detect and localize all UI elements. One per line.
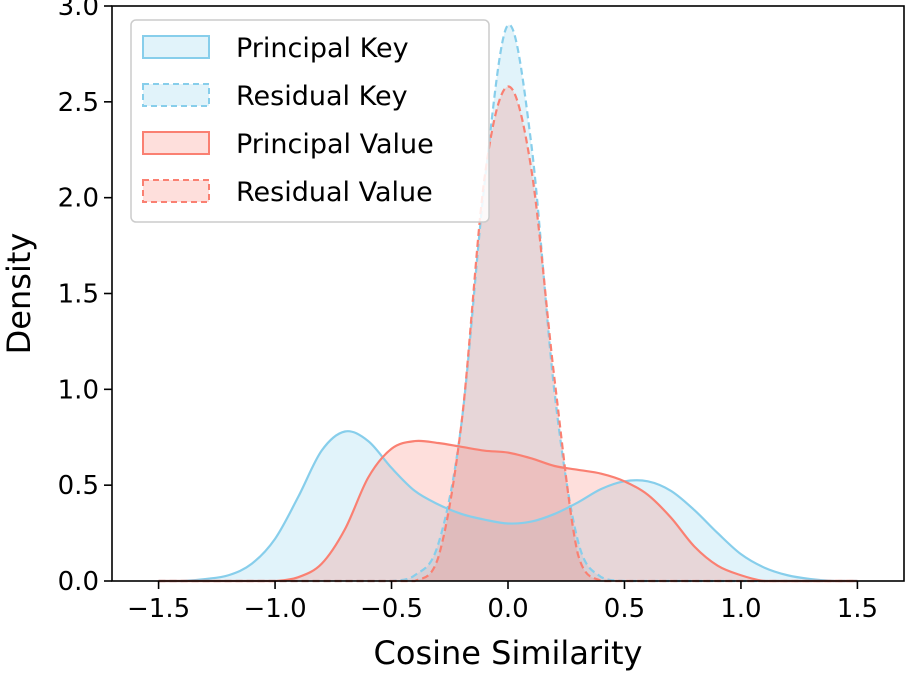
density-areas bbox=[158, 24, 858, 582]
principal-key-legend-label: Principal Key bbox=[236, 33, 409, 64]
x-tick-label: 0.5 bbox=[604, 594, 645, 624]
residual-key-area bbox=[158, 24, 858, 581]
y-tick-label: 2.5 bbox=[58, 88, 99, 118]
legend: Principal Key Residual Key Principal Value… bbox=[130, 19, 490, 223]
y-tick-label: 3.0 bbox=[58, 0, 99, 22]
x-tick-label: 1.0 bbox=[720, 594, 761, 624]
y-tick-label: 0.0 bbox=[58, 567, 99, 597]
y-tick-label: 2.0 bbox=[58, 184, 99, 214]
principal-value-legend-swatch bbox=[142, 131, 210, 155]
x-tick-label: 1.5 bbox=[837, 594, 878, 624]
legend-box bbox=[130, 19, 490, 223]
residual-value-area bbox=[158, 86, 858, 582]
y-axis-ticks: 0.0 0.5 1.0 1.5 2.0 2.5 3.0 bbox=[58, 0, 112, 597]
y-tick-label: 1.5 bbox=[58, 280, 99, 310]
residual-key-legend-swatch bbox=[142, 83, 210, 107]
residual-value-legend-swatch bbox=[142, 179, 210, 203]
x-tick-label: −0.5 bbox=[360, 594, 423, 624]
residual-value-legend-label: Residual Value bbox=[236, 177, 433, 208]
y-tick-label: 0.5 bbox=[58, 471, 99, 501]
x-axis-label: Cosine Similarity bbox=[374, 634, 643, 672]
principal-key-legend-swatch bbox=[142, 35, 210, 59]
principal-key-line bbox=[158, 430, 858, 583]
x-tick-label: −1.5 bbox=[127, 594, 190, 624]
principal-value-legend-label: Principal Value bbox=[236, 129, 434, 160]
x-tick-label: −1.0 bbox=[243, 594, 306, 624]
y-axis-label: Density bbox=[0, 233, 38, 355]
x-axis-ticks: −1.5 −1.0 −0.5 0.0 0.5 1.0 1.5 bbox=[127, 581, 878, 624]
principal-key-area bbox=[158, 431, 858, 581]
x-tick-label: 0.0 bbox=[487, 594, 528, 624]
y-tick-label: 1.0 bbox=[58, 375, 99, 405]
principal-value-area bbox=[158, 440, 858, 581]
residual-key-legend-label: Residual Key bbox=[236, 81, 408, 112]
